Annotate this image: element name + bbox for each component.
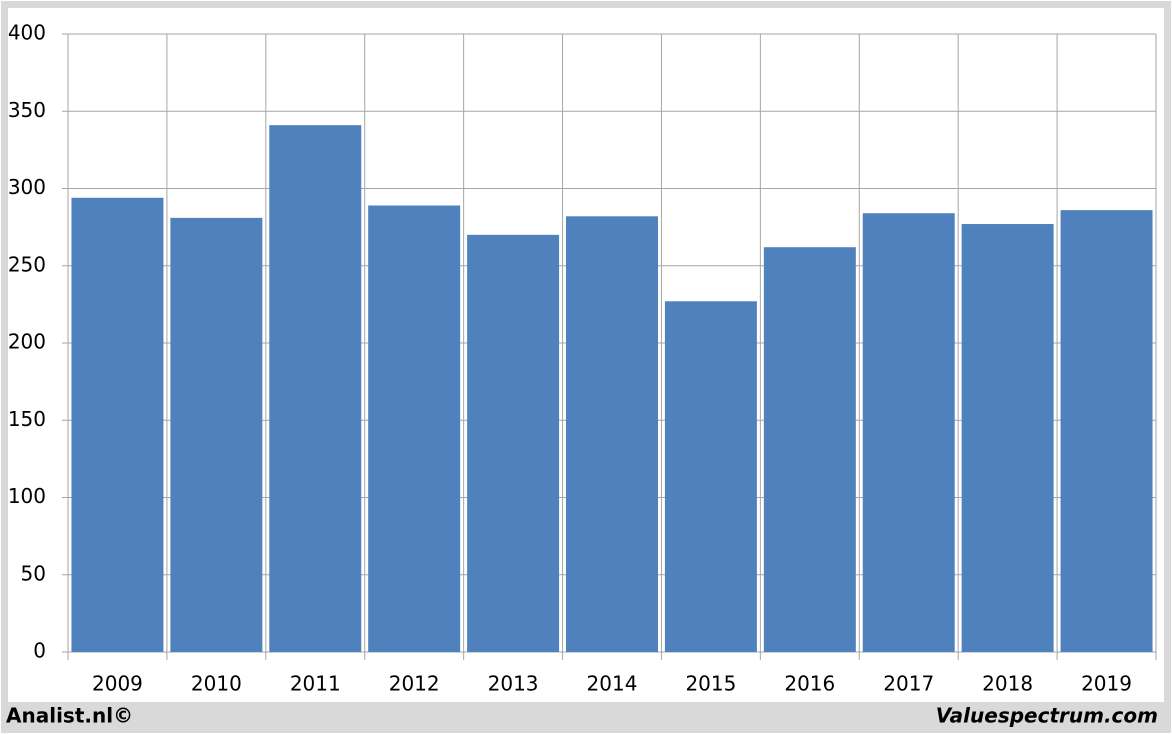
x-tick-label: 2013 [488,672,539,696]
bar [1060,210,1153,652]
bar [961,224,1054,652]
bar [467,234,560,652]
x-tick-label: 2012 [389,672,440,696]
x-tick-label: 2014 [587,672,638,696]
y-tick-label: 200 [8,330,46,354]
bar [862,213,955,652]
bar [664,301,757,652]
y-tick-label: 350 [8,98,46,122]
x-tick-label: 2011 [290,672,341,696]
x-tick-label: 2017 [883,672,934,696]
bar [368,205,461,652]
y-tick-label: 150 [8,407,46,431]
bar [566,216,658,652]
footer-right: Valuespectrum.com [936,704,1158,728]
y-tick-label: 0 [33,639,46,663]
y-tick-label: 400 [8,21,46,45]
y-tick-label: 100 [8,484,46,508]
y-tick-label: 300 [8,175,46,199]
x-tick-label: 2018 [982,672,1033,696]
x-tick-label: 2016 [784,672,835,696]
bar [71,197,164,652]
x-tick-label: 2010 [191,672,242,696]
bar [170,217,263,653]
x-tick-label: 2009 [92,672,143,696]
bar [269,125,362,652]
y-tick-label: 250 [8,252,46,276]
footer-left: Analist.nl© [6,704,133,728]
y-tick-label: 50 [21,561,46,585]
x-tick-label: 2015 [685,672,736,696]
x-tick-label: 2019 [1081,672,1132,696]
bar [763,247,856,652]
